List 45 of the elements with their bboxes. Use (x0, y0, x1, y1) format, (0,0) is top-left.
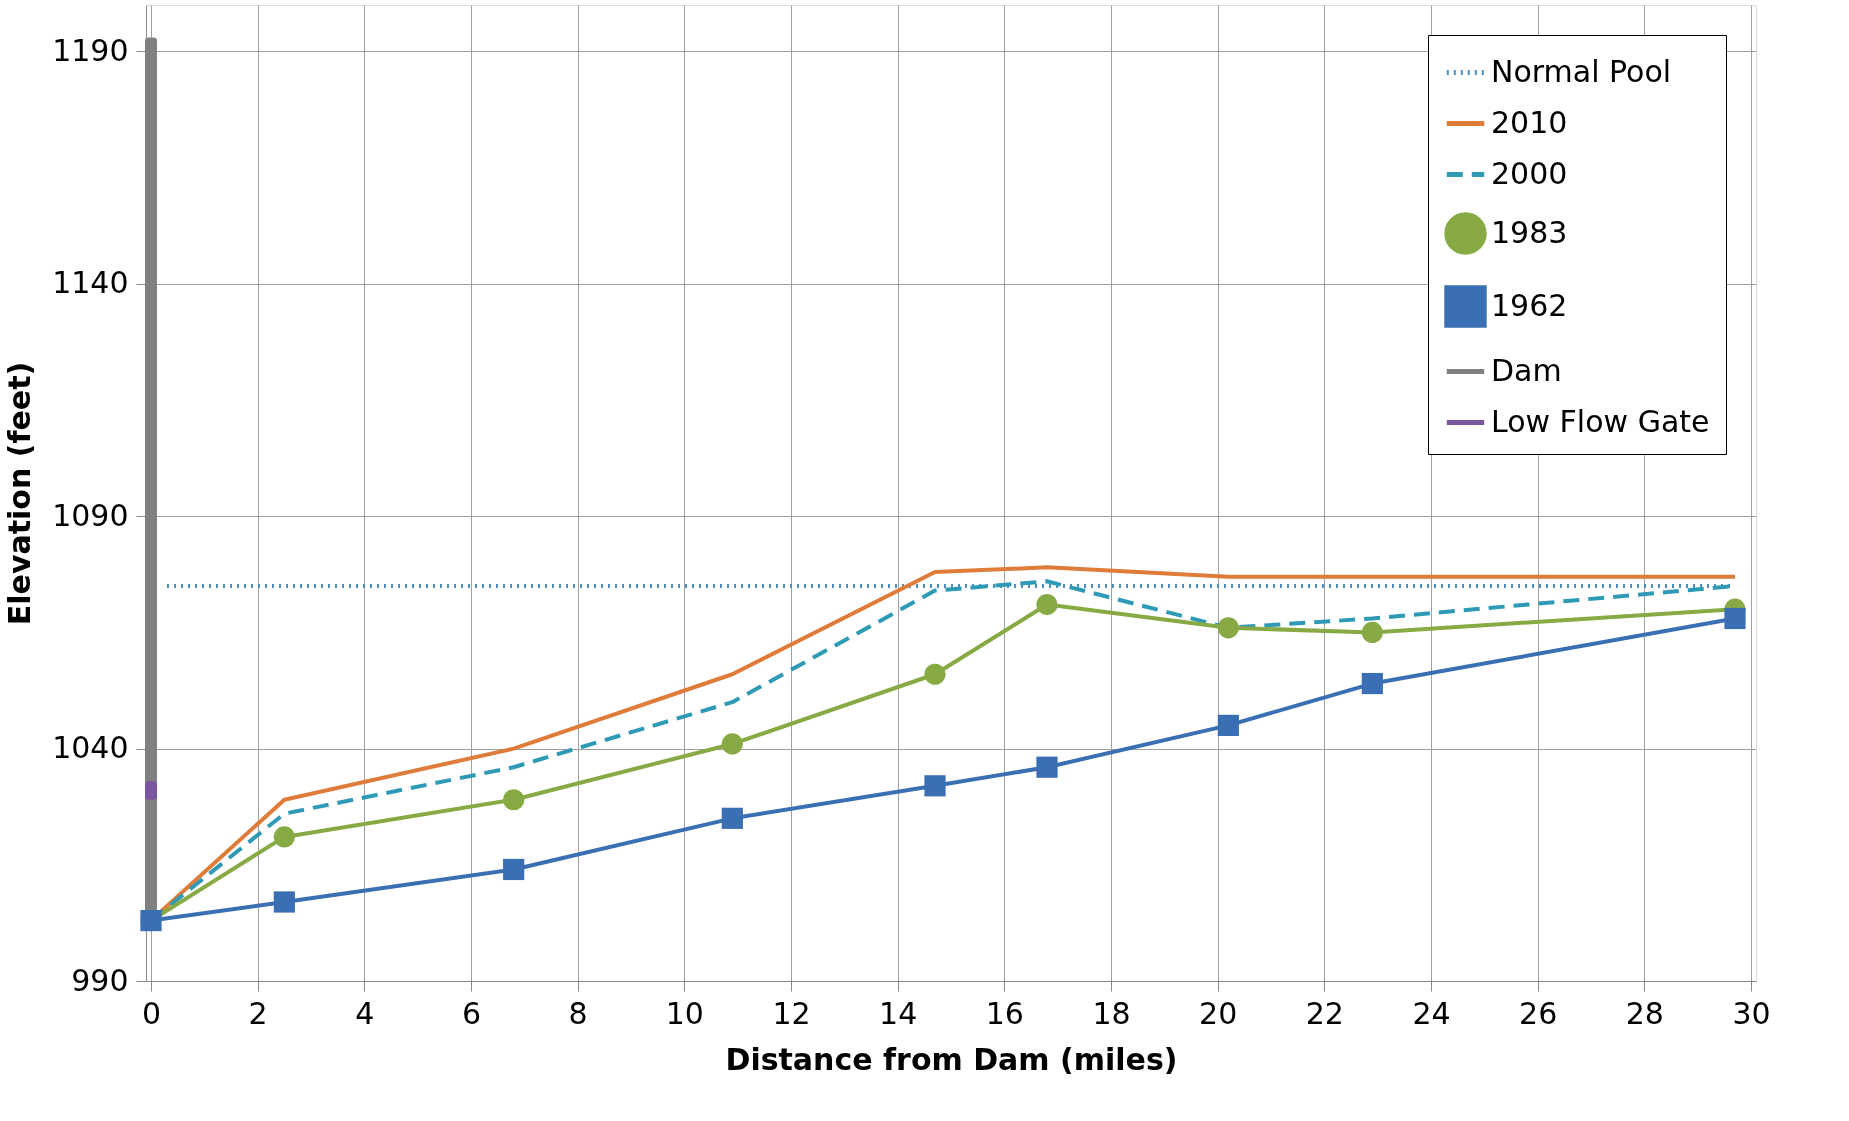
y-tick-label: 1040 (52, 730, 129, 766)
legend-label: 2010 (1491, 104, 1568, 140)
x-tick-label: 14 (879, 995, 918, 1031)
x-tick-label: 20 (1199, 995, 1238, 1031)
x-tick-label: 6 (461, 995, 482, 1031)
legend-label: Dam (1491, 352, 1562, 388)
point (1217, 714, 1239, 736)
x-tick-label: 16 (985, 995, 1024, 1031)
x-tick-label: 0 (141, 995, 162, 1031)
x-tick-label: 10 (665, 995, 704, 1031)
point (1217, 617, 1239, 639)
legend-label: Low Flow Gate (1491, 403, 1710, 439)
point (503, 789, 525, 811)
y-tick-label: 1090 (52, 497, 129, 533)
point (1036, 593, 1058, 616)
y-tick-label: 1140 (52, 265, 129, 301)
legend-label: 1983 (1491, 214, 1568, 250)
x-tick-label: 24 (1412, 995, 1451, 1031)
point (721, 733, 743, 755)
point (1361, 621, 1383, 644)
x-tick-label: 18 (1092, 995, 1131, 1031)
x-tick-label: 12 (772, 995, 811, 1031)
point (924, 775, 946, 797)
point (1724, 607, 1746, 630)
x-tick-label: 2 (248, 995, 268, 1031)
point (273, 826, 295, 848)
x-tick-label: 8 (568, 995, 588, 1031)
x-tick-label: 22 (1305, 995, 1344, 1031)
point (1036, 756, 1058, 778)
legend-label: 2000 (1491, 155, 1568, 191)
x-tick-label: 26 (1519, 995, 1558, 1031)
x-tick-label: 28 (1625, 995, 1664, 1031)
point (721, 807, 743, 829)
legend-label: 1962 (1491, 287, 1568, 323)
x-axis-title: Distance from Dam (miles) (725, 1041, 1178, 1077)
legend-label: Normal Pool (1491, 53, 1672, 89)
point (1361, 672, 1383, 695)
point (273, 891, 295, 913)
y-tick-label: 990 (71, 962, 129, 998)
y-tick-label: 1190 (52, 32, 129, 68)
x-tick-label: 30 (1732, 995, 1771, 1031)
point (503, 858, 525, 881)
point (924, 663, 946, 685)
x-tick-label: 4 (355, 995, 375, 1031)
y-axis-title: Elevation (feet) (2, 361, 38, 626)
